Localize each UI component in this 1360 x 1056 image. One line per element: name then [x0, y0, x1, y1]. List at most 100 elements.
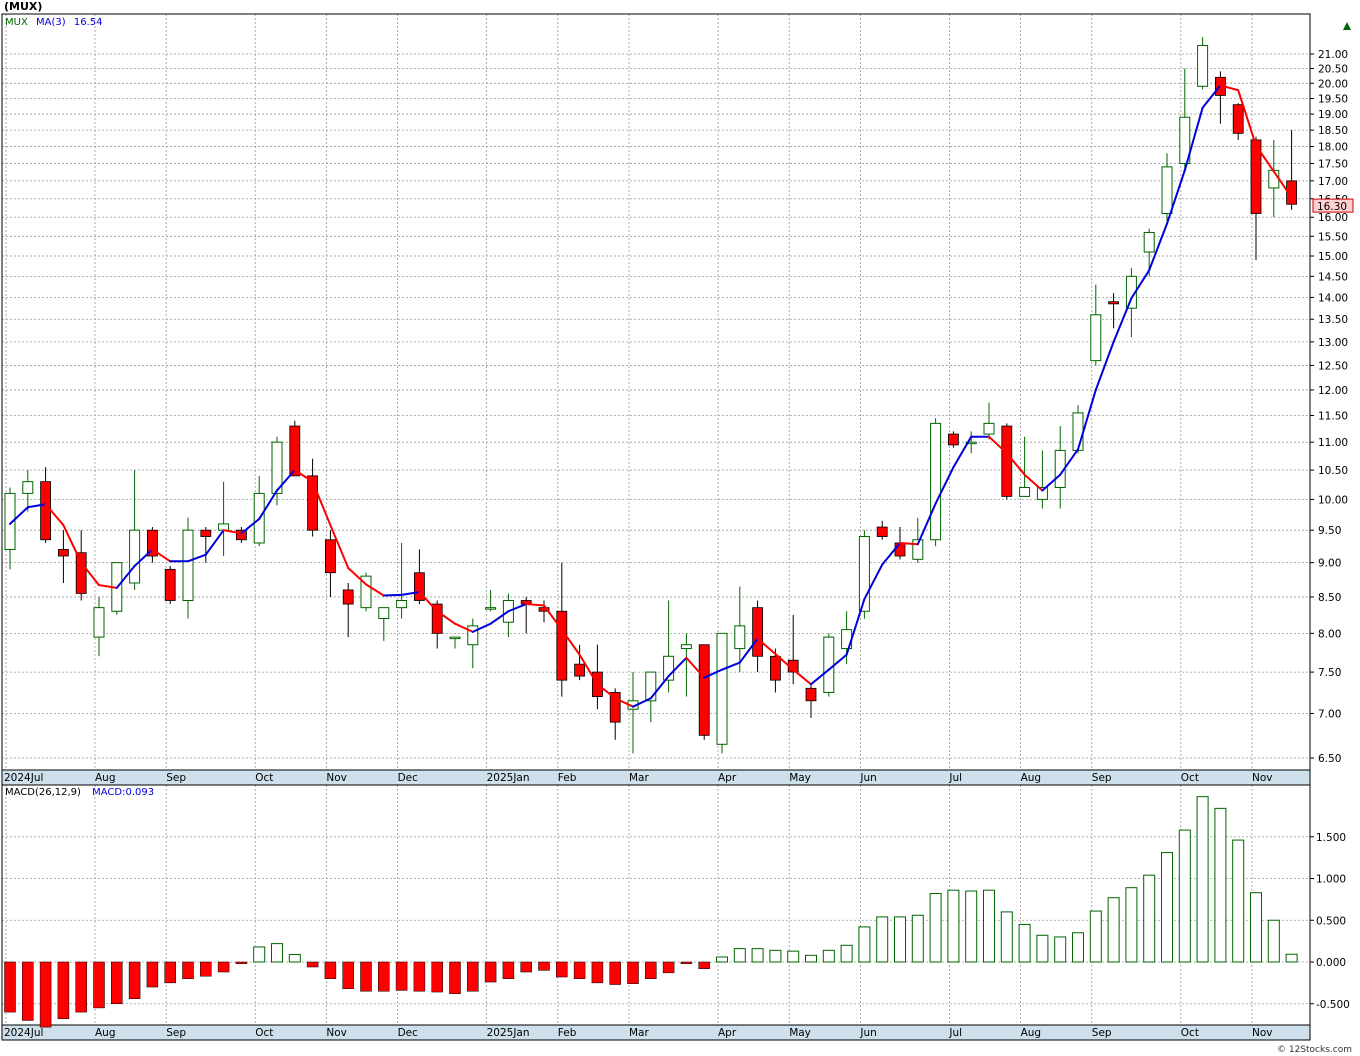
macd-x-tick-label: 2024Jul: [4, 1027, 43, 1039]
macd-legend-label: MACD(26,12,9): [5, 787, 81, 798]
macd-bar-positive: [1232, 839, 1245, 963]
scroll-arrow-up-icon[interactable]: [1343, 22, 1351, 30]
price-x-tick-label: Aug: [1021, 772, 1042, 784]
price-x-tick-label: 2025Jan: [487, 772, 530, 784]
macd-x-tick-label: Sep: [1092, 1027, 1112, 1039]
ma3-segment: [525, 603, 545, 607]
candle-body: [770, 655, 781, 681]
macd-x-tick-label: Oct: [1181, 1027, 1199, 1039]
legend-ticker: MUX: [5, 17, 28, 28]
price-x-tick-label: Nov: [326, 772, 347, 784]
ma3-segment: [115, 564, 136, 589]
macd-tick-label: 1.500: [1316, 832, 1346, 844]
macd-bar-negative: [484, 961, 497, 983]
price-tick-label: 8.00: [1318, 628, 1341, 640]
macd-bar-positive: [858, 926, 871, 963]
ma3-segment: [400, 591, 421, 596]
ma3-segment: [845, 598, 866, 656]
ma3-segment: [934, 466, 955, 505]
candle-body: [378, 607, 390, 620]
price-x-tick-label: Nov: [1252, 772, 1273, 784]
candle-body: [449, 636, 461, 640]
ma3-segment: [418, 591, 439, 613]
macd-bar-positive: [929, 893, 942, 963]
macd-bar-positive: [1285, 953, 1298, 963]
macd-bar-positive: [1125, 887, 1138, 963]
ma3-segment: [204, 529, 225, 556]
ma3-segment: [276, 469, 296, 492]
macd-bar-negative: [573, 961, 586, 979]
ma3-segment: [9, 506, 29, 525]
candle-up: [467, 618, 479, 669]
ma3-segment: [1219, 84, 1240, 92]
macd-bar-positive: [965, 890, 978, 963]
macd-x-tick-label: Nov: [1252, 1027, 1273, 1039]
candle-up: [22, 470, 34, 512]
macd-bar-positive: [1161, 852, 1173, 963]
price-tick-label: 10.00: [1318, 494, 1348, 506]
candle-down: [1215, 71, 1226, 124]
candle-body: [431, 603, 443, 634]
candle-up: [716, 632, 728, 754]
candle-up: [627, 672, 639, 754]
candle-up: [378, 607, 390, 641]
macd-axis-band: [1, 1024, 1311, 1041]
ma3-segment: [863, 563, 884, 601]
macd-bar-positive: [983, 889, 995, 963]
ma3-segment: [1059, 448, 1079, 476]
candle-body: [4, 492, 16, 550]
candle-up: [485, 589, 497, 612]
candle-down: [289, 420, 301, 477]
ma3-segment: [329, 524, 350, 570]
price-tick-label: 11.50: [1318, 410, 1348, 422]
candle-body: [805, 687, 817, 702]
macd-legend-value: MACD:0.093: [92, 787, 154, 798]
macd-bar-negative: [449, 961, 461, 994]
candle-body: [75, 552, 87, 594]
candle-body: [1125, 275, 1137, 309]
macd-bar-positive: [769, 949, 782, 963]
macd-x-tick-label: 2025Jan: [487, 1027, 530, 1039]
candle-body: [1108, 301, 1119, 305]
macd-bar-negative: [57, 961, 70, 1020]
candle-down: [876, 520, 888, 540]
ma3-segment: [916, 502, 937, 546]
price-x-tick-label: Apr: [718, 772, 737, 784]
ma3-segment: [614, 697, 634, 708]
candle-body: [1090, 314, 1102, 362]
candle-down: [307, 458, 319, 537]
ma3-segment: [578, 653, 599, 686]
candle-body: [413, 572, 425, 601]
macd-bar-positive: [876, 916, 889, 963]
candle-up: [1161, 153, 1173, 222]
ma3-segment: [62, 524, 83, 564]
candle-down: [948, 431, 959, 448]
macd-bar-negative: [164, 961, 176, 984]
candle-down: [58, 530, 69, 583]
candle-body: [698, 644, 710, 736]
macd-x-tick-label: Sep: [166, 1027, 186, 1039]
candle-body: [734, 625, 746, 650]
candle-body: [663, 655, 675, 681]
ma3-segment: [543, 604, 563, 631]
legend-ma-label: MA(3): [36, 17, 66, 28]
candle-body: [396, 599, 408, 609]
ma3-segment: [98, 584, 118, 589]
price-tick-label: 21.00: [1318, 49, 1348, 61]
macd-bar-negative: [182, 961, 194, 979]
candle-down: [770, 648, 781, 693]
price-candles: [4, 37, 1297, 754]
price-tick-label: 14.00: [1318, 292, 1348, 304]
ma3-segment: [240, 517, 261, 535]
candle-down: [1001, 423, 1013, 500]
macd-bar-negative: [467, 961, 479, 992]
ma3-segment: [1201, 84, 1222, 109]
macd-x-tick-label: Apr: [718, 1027, 737, 1039]
candle-body: [182, 529, 194, 601]
price-tick-label: 19.50: [1318, 93, 1348, 105]
ma3-segment: [1166, 169, 1186, 225]
candle-body: [289, 425, 301, 477]
candle-down: [574, 644, 585, 681]
candle-body: [1161, 166, 1173, 215]
macd-bar-negative: [324, 961, 337, 979]
